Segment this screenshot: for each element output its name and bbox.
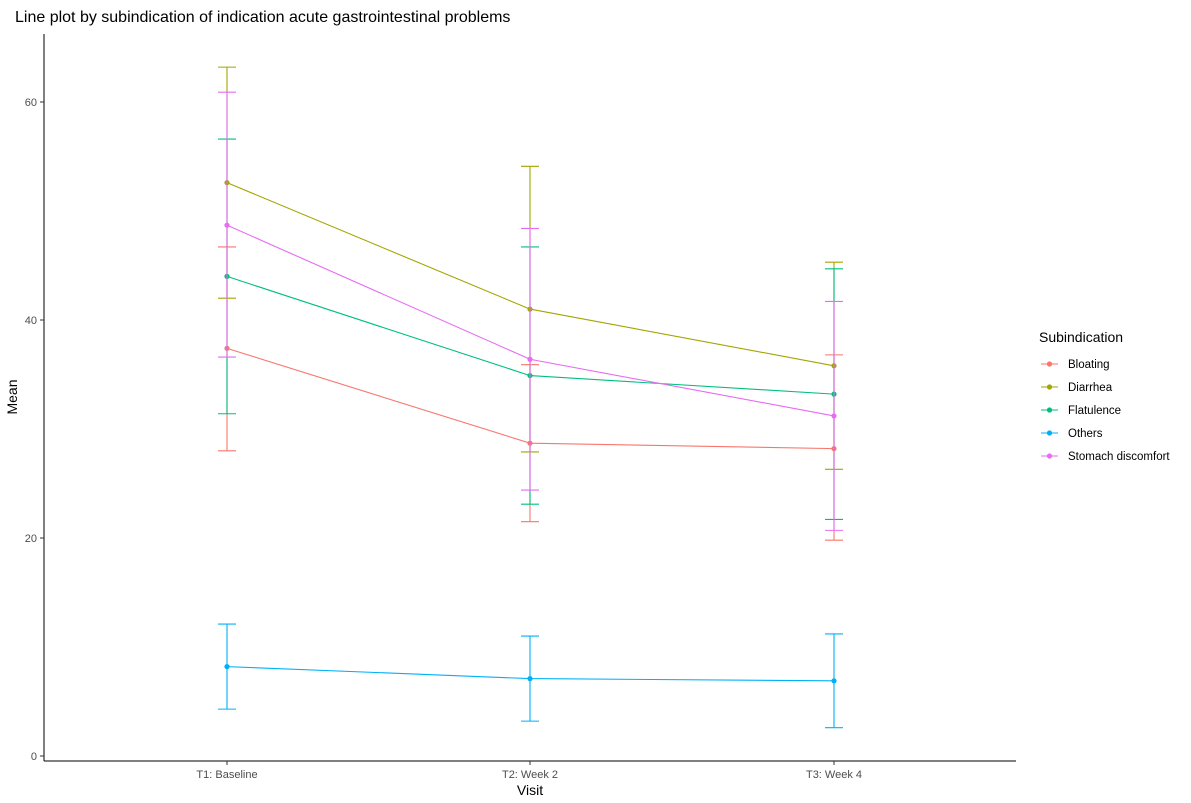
legend-item: Others <box>1041 428 1103 440</box>
y-axis-title: Mean <box>4 379 20 414</box>
legend-label: Others <box>1068 428 1103 440</box>
data-point <box>831 678 837 684</box>
chart-title: Line plot by subindication of indication… <box>15 9 510 26</box>
data-point <box>831 413 837 419</box>
legend-key-point <box>1046 453 1053 459</box>
legend-key-point <box>1046 361 1053 367</box>
legend-key-point <box>1046 384 1053 390</box>
x-axis: T1: Baseline T2: Week 2 T3: Week 4 <box>44 760 1016 781</box>
data-point <box>224 664 230 670</box>
data-point <box>224 222 230 228</box>
plot-area <box>218 66 843 729</box>
data-point <box>527 356 533 362</box>
y-tick-label: 40 <box>25 315 37 327</box>
legend-key-point <box>1046 430 1053 436</box>
y-tick-label: 0 <box>31 751 37 763</box>
x-tick-label: T2: Week 2 <box>502 769 558 781</box>
y-tick-label: 20 <box>25 533 37 545</box>
series-stomach-discomfort <box>218 91 843 531</box>
legend-item: Flatulence <box>1041 405 1121 417</box>
legend-item: Diarrhea <box>1041 382 1113 394</box>
data-point <box>527 676 533 682</box>
x-tick-label: T1: Baseline <box>196 769 257 781</box>
legend-key-point <box>1046 407 1053 413</box>
legend-label: Diarrhea <box>1068 382 1113 394</box>
legend-title: Subindication <box>1039 329 1123 345</box>
y-tick-label: 60 <box>25 97 37 109</box>
x-tick-label: T3: Week 4 <box>806 769 862 781</box>
legend-label: Bloating <box>1068 359 1110 371</box>
legend-item: Bloating <box>1041 359 1110 371</box>
legend-label: Stomach discomfort <box>1068 451 1170 463</box>
legend: Subindication Bloating Diarrhea Flatulence… <box>1039 329 1170 463</box>
series-others <box>218 623 843 729</box>
y-axis: 0 20 40 60 <box>25 34 45 763</box>
legend-label: Flatulence <box>1068 405 1121 417</box>
x-axis-title: Visit <box>517 782 543 798</box>
legend-item: Stomach discomfort <box>1041 451 1170 463</box>
